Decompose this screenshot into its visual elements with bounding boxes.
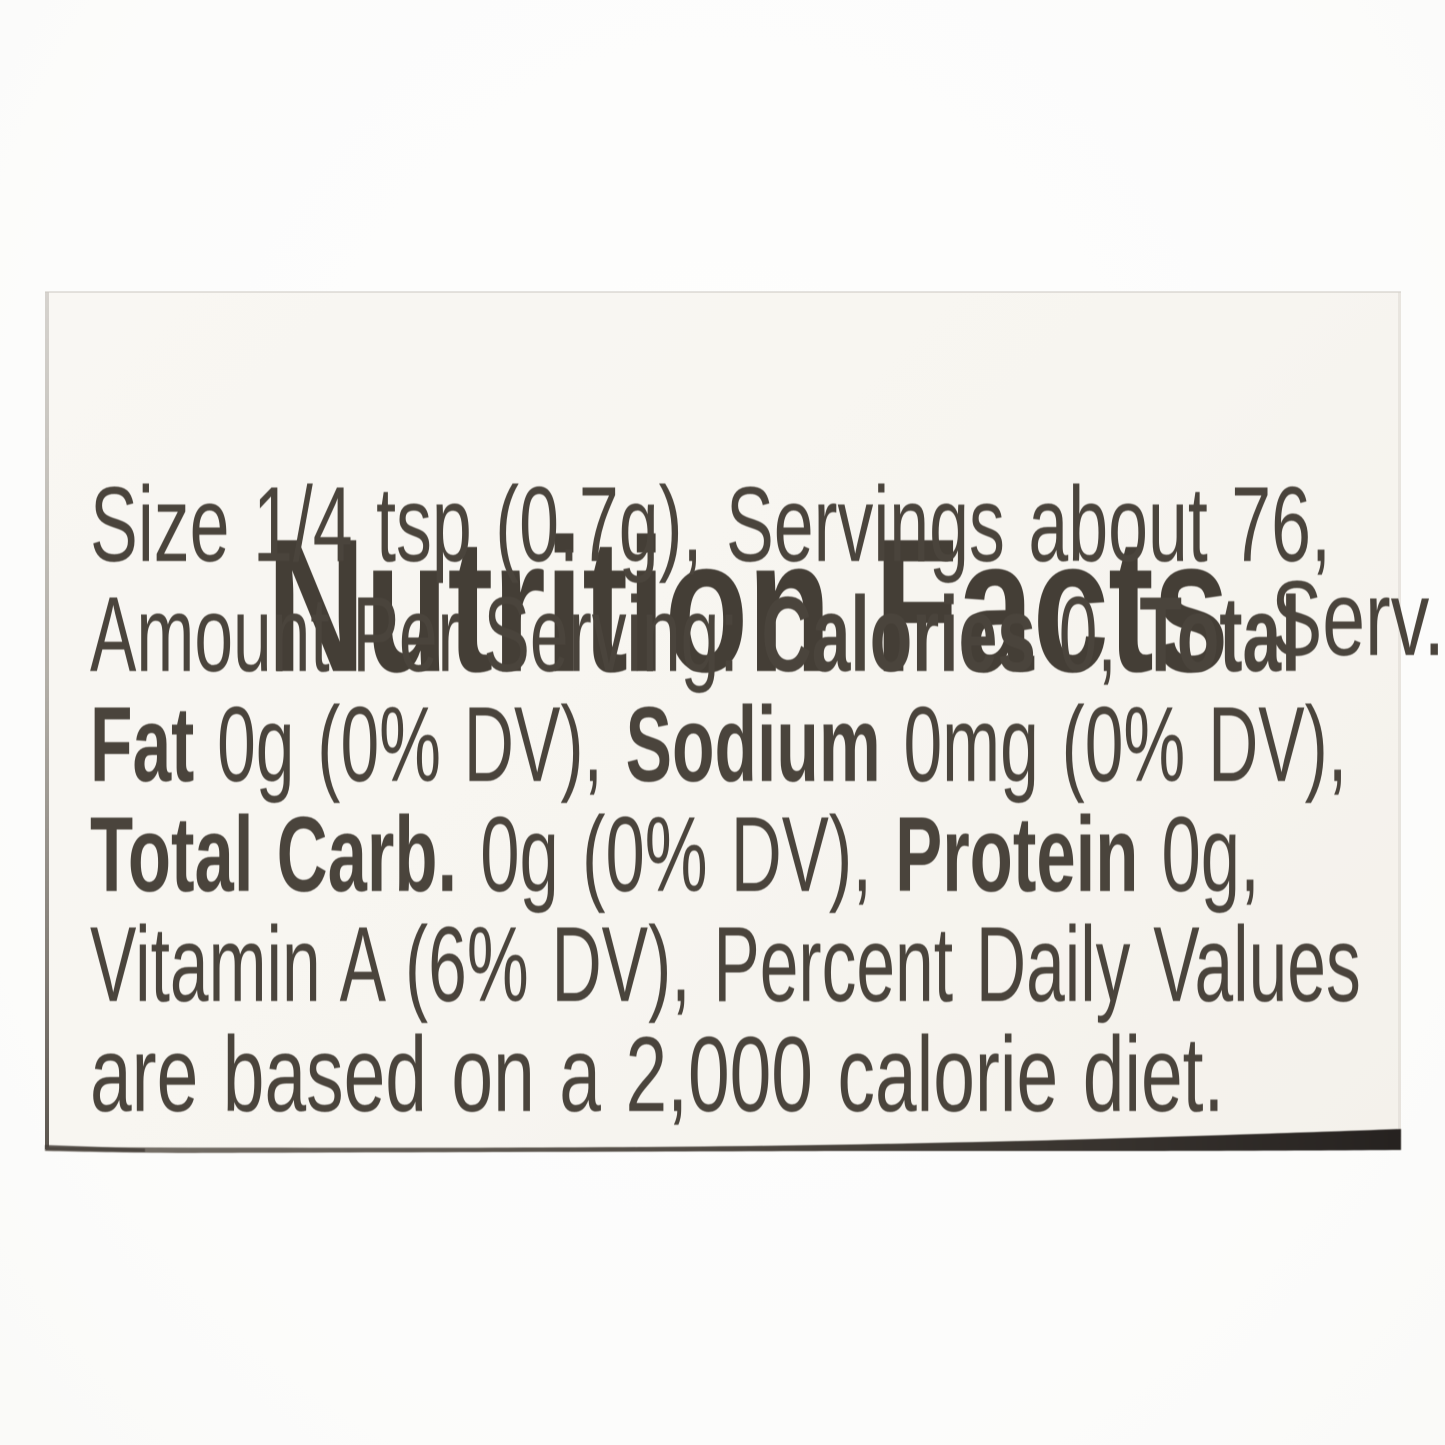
nutrient-value-text: 0g (0% DV), — [194, 684, 626, 804]
nutrition-facts-title: Nutrition Facts Serv. — [90, 279, 1445, 933]
nutrient-value-text: Size 1/4 tsp (0.7g), Servings about 76, — [90, 464, 1331, 584]
nutrient-value-text: 0g, — [1138, 794, 1260, 914]
label-left-edge — [45, 292, 49, 1149]
nutrient-value-text: 0g (0% DV), — [457, 794, 896, 914]
title-text: Nutrition Facts — [266, 500, 1229, 712]
label-text-line: Amount Per Serving: Calories 0, Total — [90, 572, 1301, 696]
label-text-line: Vitamin A (6% DV), Percent Daily Values — [90, 902, 1361, 1026]
label-bottom-edge-shadow — [45, 1129, 1401, 1153]
nutrient-name-bold: Sodium — [625, 684, 881, 804]
nutrient-value-text: are based on a 2,000 calorie diet. — [90, 1014, 1225, 1134]
nutrient-name-bold: Fat — [90, 684, 195, 804]
nutrient-name-bold: Protein — [895, 794, 1139, 914]
nutrient-name-bold: Total Carb. — [90, 794, 458, 914]
label-top-edge — [45, 291, 1401, 293]
title-serving-abbrev: Serv. — [1270, 558, 1445, 678]
label-text-line: are based on a 2,000 calorie diet. — [90, 1012, 1224, 1136]
label-right-edge — [1398, 292, 1401, 1137]
nutrient-name-bold: Total — [1139, 574, 1301, 694]
nutrient-value-text: Vitamin A (6% DV), Percent Daily Values — [90, 904, 1361, 1024]
nutrition-label-panel — [45, 292, 1401, 1148]
nutrient-value-text: Amount Per Serving: — [90, 574, 762, 694]
nutrient-name-bold: Calories — [761, 574, 1036, 694]
label-text-line: Fat 0g (0% DV), Sodium 0mg (0% DV), — [90, 682, 1347, 806]
label-text-line: Total Carb. 0g (0% DV), Protein 0g, — [90, 792, 1260, 916]
label-text-line: Size 1/4 tsp (0.7g), Servings about 76, — [90, 462, 1331, 586]
nutrient-value-text: 0mg (0% DV), — [880, 684, 1348, 804]
nutrient-value-text: 0, — [1035, 574, 1140, 694]
